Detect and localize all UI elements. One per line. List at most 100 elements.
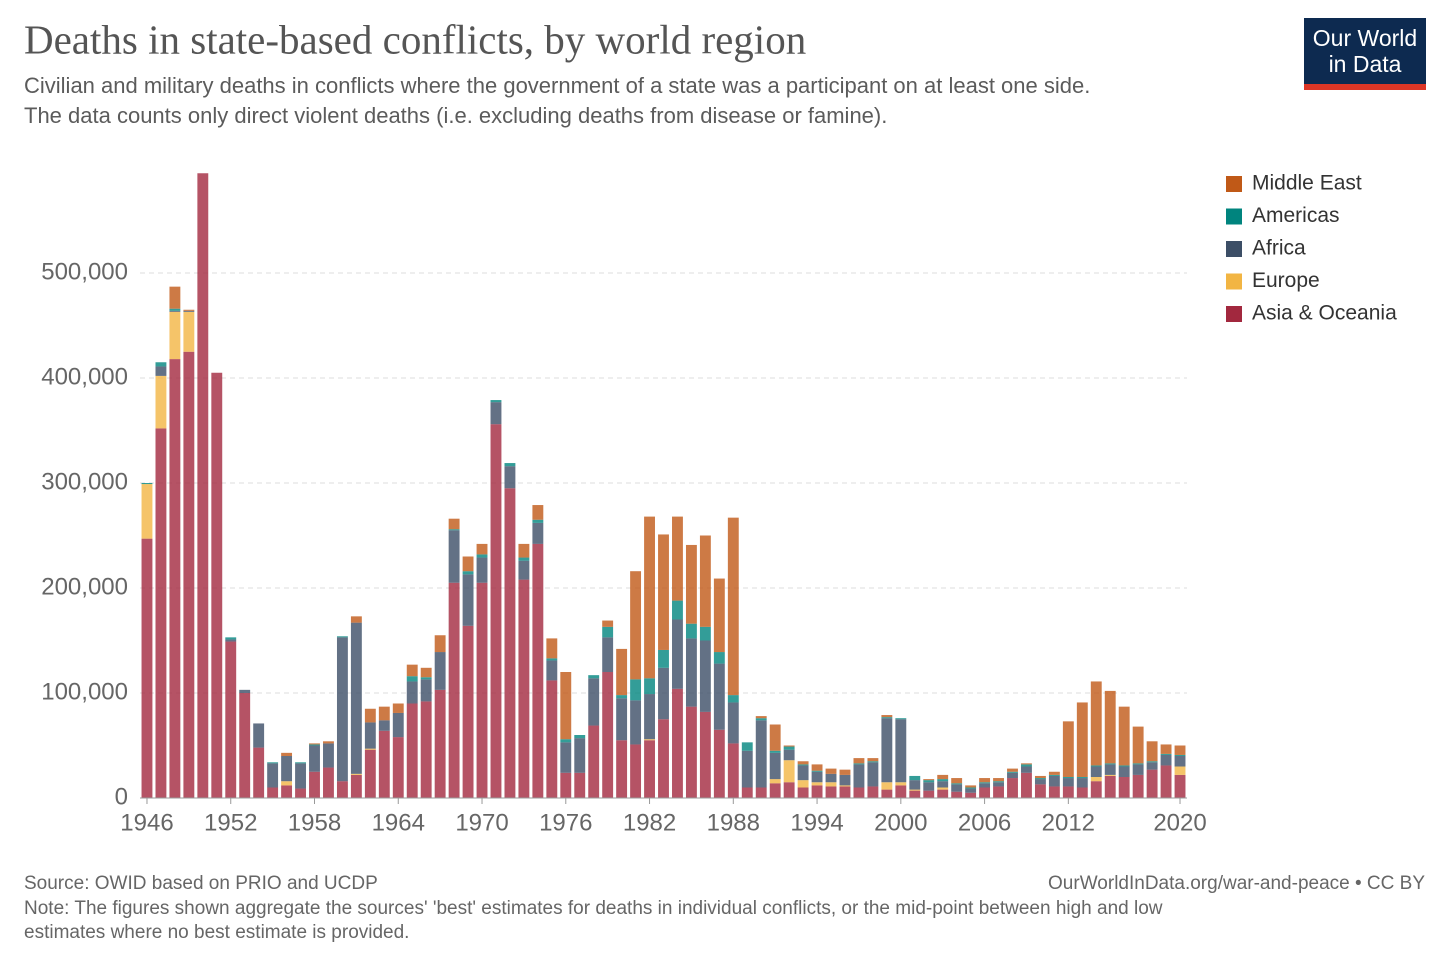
bar-segment (1076, 787, 1088, 798)
bar-segment (602, 626, 614, 638)
bar-segment (741, 787, 753, 798)
legend-label: Asia & Oceania (1252, 302, 1397, 325)
bar-segment (895, 785, 907, 798)
bar-segment (602, 672, 614, 798)
bar-segment (462, 625, 474, 798)
bar-segment (560, 742, 572, 773)
bar-segment (295, 762, 306, 764)
bar-segment (1104, 763, 1116, 765)
bar-segment (1076, 702, 1088, 777)
legend-swatch (1226, 273, 1242, 290)
bar-segment (1090, 777, 1102, 782)
x-tick-label: 2006 (958, 809, 1011, 836)
bar-segment (616, 740, 628, 798)
bar-segment (685, 706, 697, 798)
bar-segment (923, 782, 935, 791)
subtitle: Civilian and military deaths in conflict… (24, 73, 1090, 98)
bar-segment (1104, 690, 1116, 764)
bar-segment (895, 782, 907, 786)
bar-segment (769, 783, 781, 798)
bar-segment (1174, 774, 1186, 798)
bar-segment (518, 557, 530, 561)
bar-segment (811, 764, 823, 771)
bar-segment (462, 571, 474, 575)
bar-segment (839, 785, 851, 787)
bar-segment (295, 788, 306, 798)
bar-segment (336, 781, 348, 798)
bar-segment (672, 600, 683, 620)
bar-segment (1146, 761, 1158, 763)
bar-segment (783, 760, 795, 783)
bar-segment (867, 786, 879, 798)
bar-segment (532, 543, 544, 798)
bar-segment (350, 622, 362, 774)
x-tick-label: 1946 (120, 809, 173, 836)
bar-segment (867, 762, 879, 787)
bar-segment (1076, 778, 1088, 788)
bar-segment (560, 739, 572, 743)
bar-segment (1048, 771, 1060, 775)
bar-segment (323, 741, 334, 744)
bar-segment (881, 715, 893, 718)
bar-segment (825, 782, 837, 787)
bar-segment (1146, 762, 1158, 770)
y-tick-label: 0 (115, 783, 128, 810)
bar-segment (225, 639, 237, 642)
bar-segment (993, 782, 1004, 787)
bar-segment (434, 635, 446, 653)
bar-segment (1021, 772, 1032, 798)
bar-segment (504, 488, 516, 798)
bar-segment (183, 351, 195, 798)
bar-segment (546, 638, 558, 659)
bar-segment (476, 543, 488, 555)
bar-segment (713, 663, 725, 730)
bar-segment (797, 765, 809, 781)
bar-segment (853, 763, 865, 765)
bar-segment (1104, 774, 1116, 776)
chart-title: Deaths in state-based conflicts, by worl… (24, 16, 806, 62)
bar-segment (532, 522, 544, 544)
bar-segment (211, 372, 223, 798)
legend-label: Middle East (1252, 172, 1362, 195)
bar-segment (909, 780, 921, 790)
bar-segment (281, 785, 293, 798)
bar-segment (546, 660, 558, 681)
bar-segment (1021, 763, 1032, 765)
bar-segment (1048, 775, 1060, 787)
bar-segment (811, 771, 823, 783)
bar-segment (1076, 777, 1088, 779)
bar-segment (630, 744, 642, 798)
bar-segment (853, 758, 865, 764)
bar-segment (518, 560, 530, 580)
bar-segment (1174, 745, 1186, 755)
url: OurWorldInData.org/war-and-peace • CC BY (1048, 873, 1425, 894)
bar-segment (1062, 786, 1074, 798)
bar-segment (183, 309, 195, 311)
bar-segment (727, 517, 739, 696)
bar-segment (420, 667, 432, 678)
logo-text: Our World (1313, 25, 1417, 51)
bar-segment (839, 786, 851, 798)
bar-segment (574, 738, 586, 773)
bar-segment (644, 694, 655, 740)
bar-segment (658, 649, 669, 668)
bar-segment (1007, 778, 1018, 798)
bar-segment (141, 483, 153, 485)
bar-segment (169, 359, 181, 798)
bar-segment (979, 778, 991, 783)
bar-segment (490, 424, 502, 798)
bar-segment (909, 789, 921, 791)
bar-segment (267, 762, 279, 764)
bar-segment (713, 578, 725, 653)
note: estimates where no best estimate is prov… (24, 922, 409, 943)
bar-segment (364, 748, 376, 750)
bar-segment (532, 505, 544, 520)
bar-segment (546, 658, 558, 661)
bar-segment (169, 311, 181, 360)
bar-segment (434, 689, 446, 798)
bar-segment (979, 782, 991, 784)
bar-segment (993, 781, 1004, 783)
bar-segment (476, 582, 488, 798)
bar-segment (923, 779, 935, 781)
